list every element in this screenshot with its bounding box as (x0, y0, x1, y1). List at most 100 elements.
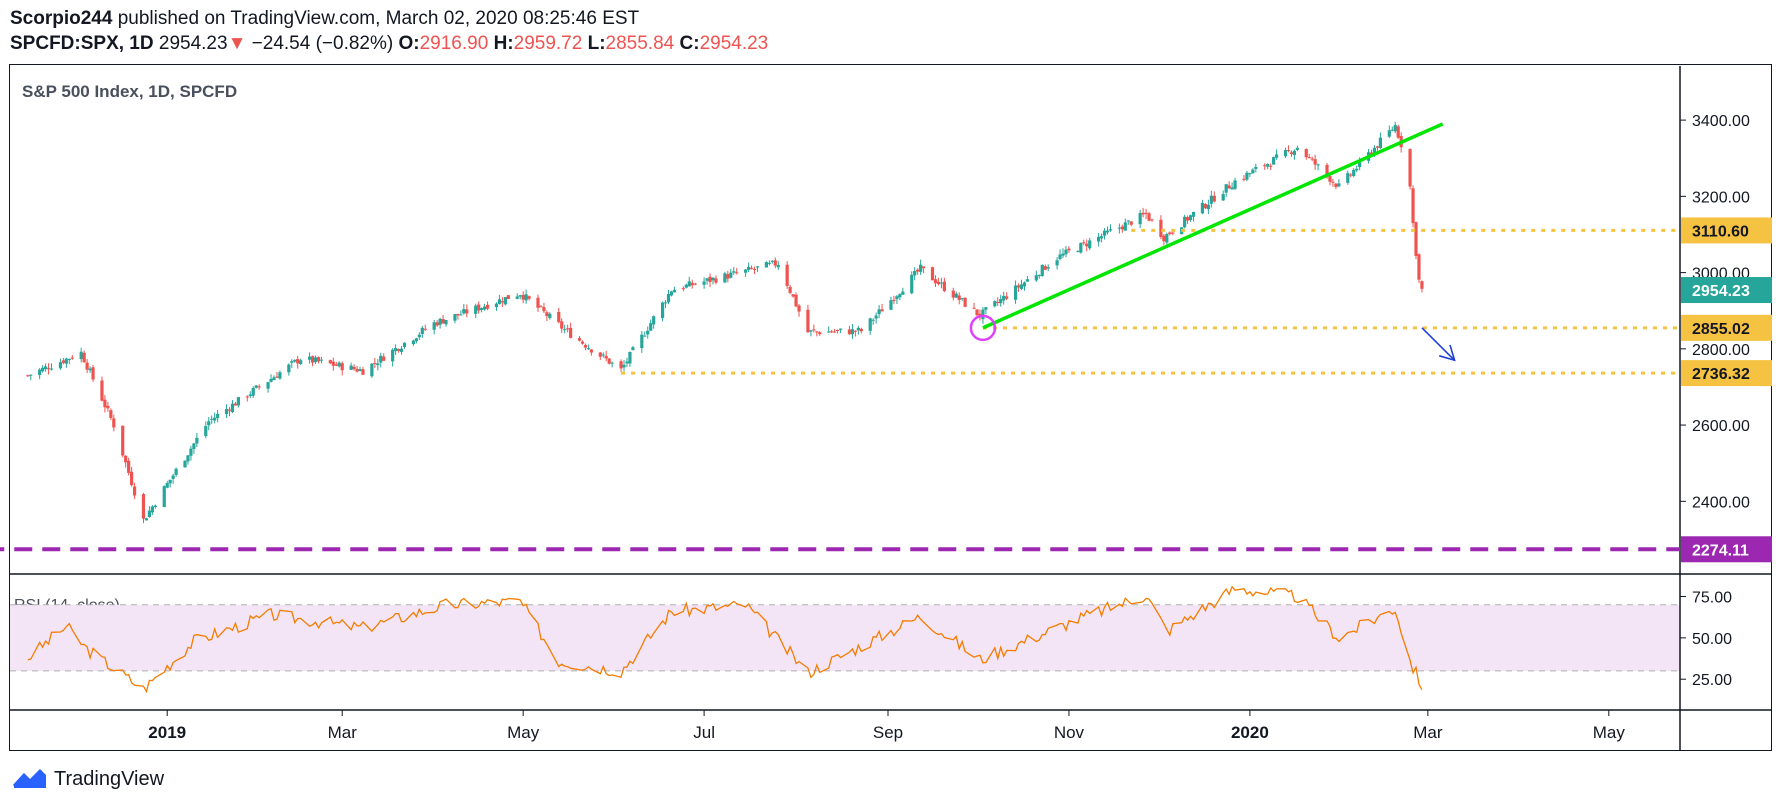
candle-body (1171, 232, 1175, 234)
candle-body (764, 262, 768, 268)
candle-body (224, 409, 229, 415)
candle-body (930, 267, 935, 281)
candle-body (132, 486, 137, 496)
candle-body (1117, 227, 1121, 229)
rsi-line (27, 585, 1423, 694)
candle-body (1307, 157, 1311, 159)
candle-body (1108, 229, 1113, 231)
candle-body (1144, 212, 1148, 214)
candle-body (640, 334, 644, 349)
tradingview-logo-icon[interactable] (12, 766, 48, 792)
candle-body (417, 334, 421, 338)
axes: 3400.003200.003000.002800.002600.002400.… (10, 66, 1772, 750)
candle-body (702, 281, 706, 285)
candle-body (1082, 242, 1086, 244)
candle-body (901, 291, 905, 295)
candle-body (328, 360, 332, 364)
candle-body (1076, 251, 1080, 253)
author-name[interactable]: Scorpio244 (10, 8, 113, 29)
candle-body (856, 327, 860, 331)
chart-frame[interactable] (9, 64, 1772, 751)
candle-body (1064, 249, 1068, 255)
candle-body (67, 358, 71, 360)
candle-body (830, 331, 834, 333)
candle-body (1393, 125, 1397, 132)
candle-body (1408, 149, 1412, 187)
candle-body (204, 426, 208, 437)
level-label-bg (1681, 314, 1772, 341)
candle-body (230, 403, 235, 413)
candle-body (165, 483, 169, 488)
candle-body (815, 331, 819, 333)
candle-body (483, 306, 487, 310)
candle-body (913, 270, 917, 276)
x-tick-label: Mar (328, 723, 358, 742)
rsi-pane[interactable]: RSI (14, close) (10, 585, 1680, 694)
candle-body (566, 328, 570, 330)
x-tick-label: May (507, 723, 540, 742)
candle-body (1295, 147, 1299, 150)
candle-body (1046, 267, 1050, 269)
candle-body (732, 271, 736, 273)
level-label-bg (1681, 536, 1772, 563)
candle-body (485, 304, 490, 309)
candle-body (64, 358, 68, 364)
last-price-label-bg (1681, 277, 1772, 304)
candle-body (1102, 230, 1107, 236)
candle-body (1099, 236, 1104, 239)
rsi-y-tick-label: 75.00 (1692, 590, 1732, 607)
footer-brand[interactable]: TradingView (54, 767, 165, 790)
candle-body (245, 396, 249, 398)
y-tick-label: 3200.00 (1692, 189, 1750, 206)
candle-body (1233, 180, 1237, 189)
candle-body (1269, 165, 1273, 167)
candle-body (1129, 221, 1133, 225)
candle-body (1325, 164, 1329, 176)
candle-body (1123, 222, 1127, 231)
candle-body (1286, 149, 1291, 151)
projection-arrow-head (1438, 344, 1456, 362)
candle-body (785, 264, 789, 286)
candle-body (622, 364, 626, 368)
candle-body (1331, 181, 1335, 183)
candle-body (402, 342, 407, 347)
candle-body (521, 294, 525, 300)
candle-body (607, 358, 611, 364)
candle-body (583, 344, 588, 348)
candle-body (1165, 234, 1169, 243)
candle-body (963, 297, 967, 307)
level-label: 2855.02 (1692, 321, 1750, 338)
candle-body (1159, 219, 1163, 237)
candle-body (752, 269, 757, 271)
candle-body (465, 309, 469, 314)
candle-body (399, 348, 404, 352)
candle-body (1120, 226, 1124, 230)
price-pane[interactable]: S&P 500 Index, 1D, SPCFD (22, 82, 1424, 524)
candle-body (1230, 187, 1234, 190)
candle-body (1079, 242, 1083, 253)
candle-body (975, 309, 979, 316)
candle-body (207, 421, 211, 426)
candle-body (705, 278, 709, 281)
candle-body (1283, 150, 1288, 157)
candle-body (794, 294, 798, 307)
candle-body (797, 305, 801, 312)
candle-body (474, 305, 478, 314)
candle-body (767, 262, 771, 264)
candle-body (598, 352, 602, 357)
candle-body (275, 376, 279, 378)
x-tick-label: Sep (873, 723, 903, 742)
candle-body (806, 309, 810, 333)
candle-body (106, 405, 110, 409)
candle-body (684, 284, 688, 288)
candle-body (681, 288, 685, 290)
candle-body (524, 294, 528, 301)
candle-body (776, 264, 780, 268)
level-label: 3110.60 (1692, 223, 1749, 240)
candle-body (773, 260, 777, 266)
candle-body (1191, 211, 1196, 217)
price-change: −24.54 (−0.82%) (251, 33, 394, 54)
y-tick-label: 2600.00 (1692, 418, 1750, 435)
candle-body (1040, 264, 1044, 276)
